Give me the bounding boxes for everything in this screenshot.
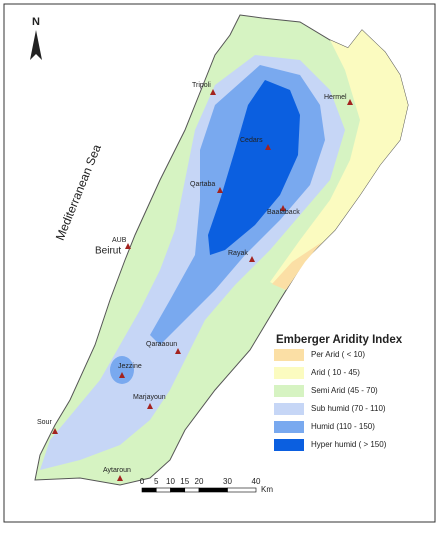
north-label: N: [32, 16, 40, 28]
place-label: Cedars: [240, 137, 263, 144]
place-label: Sour: [37, 419, 52, 426]
legend-swatch: [274, 367, 304, 379]
scale-label: 20: [195, 477, 204, 486]
legend-swatch: [274, 403, 304, 415]
place-label: Tripoli: [192, 82, 211, 89]
places: Tripoli Hermel Cedars Qartaba Baalaback …: [37, 82, 353, 481]
place-label: Qartaba: [190, 181, 215, 188]
marker: [175, 348, 181, 354]
legend-label: Semi Arid (45 - 70): [311, 386, 378, 395]
legend-label: Per Arid ( < 10): [311, 350, 365, 359]
legend-label: Arid ( 10 - 45): [311, 368, 360, 377]
zones: [34, 14, 409, 486]
legend-swatch: [274, 421, 304, 433]
humid-zone: [110, 356, 134, 384]
scale-label: 15: [180, 477, 189, 486]
legend-swatch: [274, 439, 304, 451]
scale-segment: [155, 487, 171, 493]
legend-swatch: [274, 349, 304, 361]
scale-unit: Km: [261, 485, 273, 494]
legend-label: Sub humid (70 - 110): [311, 404, 386, 413]
scale-label: 30: [223, 477, 232, 486]
arid-zone: [270, 30, 408, 290]
marker: [249, 256, 255, 262]
marker: [265, 144, 271, 150]
legend-title: Emberger Aridity Index: [276, 334, 403, 346]
arrow: [30, 30, 42, 60]
marker: [280, 205, 286, 211]
legend-label: Humid (110 - 150): [311, 422, 375, 431]
legend: Emberger Aridity Index Per Arid ( < 10) A…: [268, 328, 428, 466]
marker: [217, 187, 223, 193]
place-label: Marjayoun: [133, 394, 166, 401]
marker: [52, 428, 58, 434]
marker: [147, 403, 153, 409]
north-arrow: N: [30, 16, 42, 60]
scale-label: 5: [154, 477, 159, 486]
place-label: Baalaback: [267, 209, 300, 216]
place-label: Beirut: [95, 246, 121, 257]
scale-segment: [184, 487, 200, 493]
place-label: Aytaroun: [103, 467, 131, 474]
marker: [117, 475, 123, 481]
scale-label: 0: [140, 477, 145, 486]
place-label: Hermel: [324, 94, 347, 101]
place-label: Jezzine: [118, 363, 142, 370]
place-label: Rayak: [228, 250, 248, 257]
scale-segment: [198, 487, 228, 493]
scale-segment: [170, 487, 186, 493]
marker: [210, 89, 216, 95]
place-label: AUB: [112, 237, 127, 244]
marker: [119, 372, 125, 378]
scale-label: 40: [252, 477, 261, 486]
legend-swatch: [274, 385, 304, 397]
hyper-humid-zone: [208, 80, 300, 255]
legend-label: Hyper humid ( > 150): [311, 440, 387, 449]
scale-label: 10: [166, 477, 175, 486]
scale-segment: [227, 487, 257, 493]
marker: [347, 99, 353, 105]
place-label: Qaraaoun: [146, 341, 177, 348]
scale-segment: [141, 487, 157, 493]
marker: [125, 243, 131, 249]
per-arid-zone: [272, 242, 322, 290]
